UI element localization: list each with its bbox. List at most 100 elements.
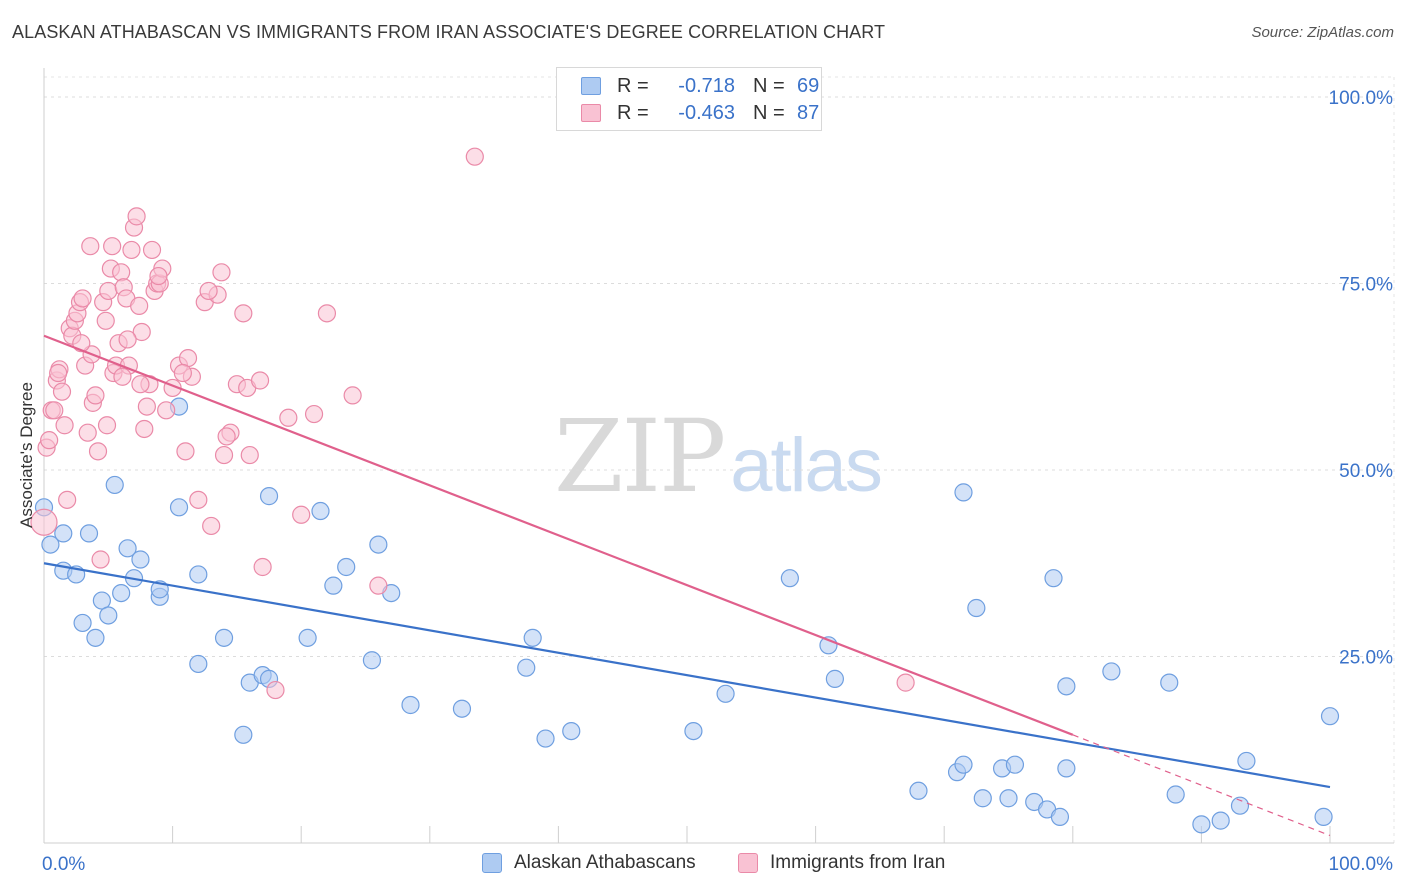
data-point <box>40 431 59 450</box>
data-point <box>999 789 1018 808</box>
data-point <box>73 289 92 308</box>
data-point <box>130 296 149 315</box>
data-point <box>896 673 915 692</box>
stats-row-blue: R = -0.718 N = 69 <box>581 73 819 99</box>
data-point <box>212 263 231 282</box>
data-point <box>401 695 420 715</box>
y-tick-label: 100.0% <box>1329 88 1394 109</box>
data-point <box>1230 796 1250 815</box>
data-point <box>199 281 218 301</box>
x-tick-label: 100.0% <box>1329 854 1394 875</box>
data-point <box>99 281 118 301</box>
watermark-zip: ZIP <box>554 398 726 515</box>
data-point <box>684 721 703 741</box>
legend-item-athabascans[interactable]: Alaskan Athabascans <box>482 852 696 874</box>
data-point <box>214 628 234 647</box>
data-point <box>189 565 208 584</box>
legend-item-iran[interactable]: Immigrants from Iran <box>738 852 945 874</box>
trend-line-athabascans <box>43 562 1331 789</box>
data-point <box>973 789 992 808</box>
data-point <box>1044 569 1063 588</box>
data-point <box>362 651 382 670</box>
data-point <box>122 240 141 260</box>
data-point <box>88 442 108 461</box>
n-label: N = <box>753 74 785 97</box>
data-point <box>189 654 208 674</box>
data-point <box>266 680 285 700</box>
data-point <box>73 613 92 633</box>
data-point <box>105 475 124 495</box>
data-point <box>343 386 362 405</box>
data-point <box>1192 815 1211 834</box>
data-point <box>324 576 343 595</box>
data-point <box>113 367 132 386</box>
n-value: 87 <box>797 101 820 124</box>
legend-label: Alaskan Athabascans <box>514 852 696 873</box>
data-point <box>112 583 131 603</box>
data-point <box>1057 677 1076 696</box>
data-point <box>137 397 156 416</box>
watermark: ZIPatlas <box>554 398 883 515</box>
trend-line-iran-dashed <box>1072 734 1331 837</box>
data-point <box>97 416 117 435</box>
data-point <box>132 322 151 342</box>
data-point <box>298 628 317 647</box>
y-tick-label: 75.0% <box>1339 275 1393 296</box>
y-axis-label: Associate's Degree <box>17 382 36 528</box>
data-point <box>240 445 259 465</box>
data-point <box>452 699 472 718</box>
data-point <box>214 445 234 465</box>
chart-title: ALASKAN ATHABASCAN VS IMMIGRANTS FROM IR… <box>12 22 886 42</box>
trend-lines <box>43 334 1331 837</box>
data-point <box>202 516 221 536</box>
data-point <box>909 781 928 800</box>
source-label: Source: ZipAtlas.com <box>1251 24 1394 41</box>
data-point <box>49 363 68 383</box>
data-point <box>169 498 189 517</box>
data-point <box>45 401 64 420</box>
data-point <box>1057 759 1076 778</box>
data-point <box>149 266 168 286</box>
data-point <box>954 755 973 774</box>
data-point <box>81 237 100 256</box>
data-point <box>716 684 735 703</box>
n-value: 69 <box>797 74 820 97</box>
data-point <box>234 304 253 323</box>
data-point <box>173 363 192 383</box>
data-point <box>78 423 97 442</box>
data-point <box>86 628 105 647</box>
legend-label: Immigrants from Iran <box>770 852 946 873</box>
data-point <box>86 386 105 405</box>
data-point <box>79 524 99 543</box>
data-point <box>189 490 208 509</box>
data-point <box>1102 662 1121 681</box>
data-point <box>176 442 195 461</box>
data-point <box>135 419 154 439</box>
data-point <box>954 483 973 502</box>
data-point <box>1160 673 1179 692</box>
data-point <box>1005 755 1025 774</box>
data-point <box>30 508 58 536</box>
trend-line-iran <box>43 334 1074 736</box>
r-value: -0.718 <box>678 74 735 97</box>
stats-box: R = -0.718 N = 69 R = -0.463 N = 87 <box>556 67 822 131</box>
data-point <box>825 669 844 688</box>
data-point <box>157 401 176 420</box>
data-point <box>103 237 122 256</box>
stats-swatch-blue <box>581 77 601 95</box>
data-point <box>131 375 150 394</box>
data-point <box>562 721 581 741</box>
y-tick-label: 25.0% <box>1339 648 1393 669</box>
data-point <box>58 490 77 509</box>
data-point <box>1320 707 1340 726</box>
data-point <box>131 550 150 569</box>
data-point <box>118 330 137 349</box>
watermark-atlas: atlas <box>730 423 883 508</box>
r-label: R = <box>617 74 649 97</box>
data-point <box>99 606 118 625</box>
tick-labels: 25.0% 50.0% 75.0% 100.0% 0.0% 100.0% Associate… <box>17 88 1393 875</box>
stats-row-pink: R = -0.463 N = 87 <box>581 100 819 126</box>
data-point <box>311 501 330 521</box>
data-point <box>1211 811 1230 830</box>
